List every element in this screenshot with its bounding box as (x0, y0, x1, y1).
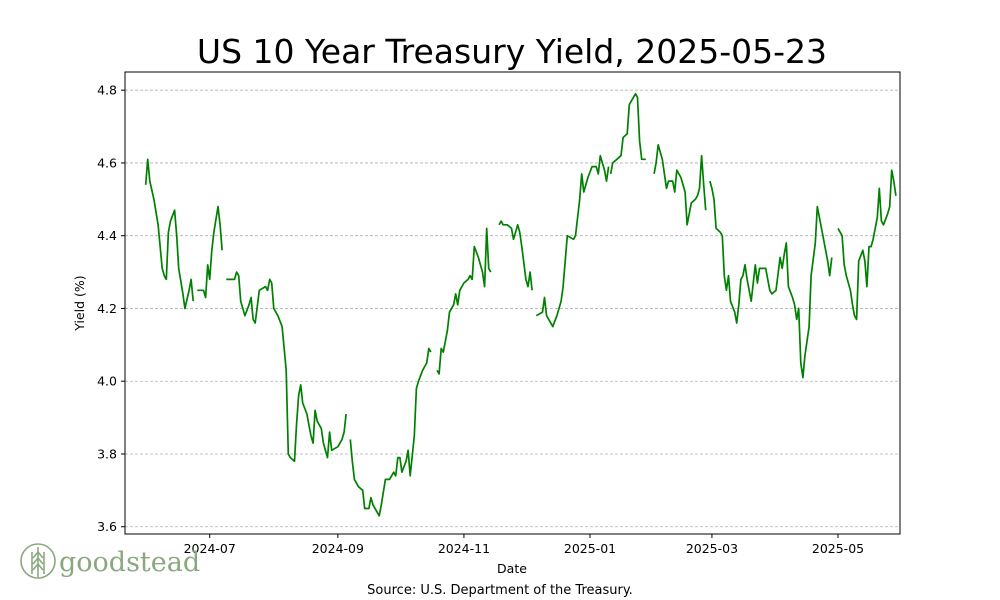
tree-icon (20, 543, 56, 579)
x-tick-label: 2024-09 (312, 541, 364, 556)
x-axis-label: Date (497, 561, 527, 576)
y-axis-label: Yield (%) (72, 275, 87, 331)
x-tick-label: 2024-11 (438, 541, 490, 556)
plot-frame (124, 71, 901, 535)
y-axis: 3.6 3.8 4.0 4.2 4.4 4.6 4.8 (97, 83, 125, 534)
series-line-segment (535, 154, 610, 328)
x-tick-label: 2024-07 (184, 541, 236, 556)
goodstead-logo: goodstead (20, 543, 200, 579)
series-line-segment (498, 220, 533, 291)
y-tick-label: 4.2 (97, 301, 117, 316)
chart-title: US 10 Year Treasury Yield, 2025-05-23 (197, 32, 827, 71)
series-line-segment (653, 143, 707, 226)
series-line-segment (226, 271, 347, 463)
series-line-segment (349, 347, 432, 517)
y-tick-label: 3.6 (97, 519, 117, 534)
series-line-segment (709, 180, 833, 379)
y-tick-label: 4.8 (97, 83, 117, 98)
x-tick-label: 2025-01 (564, 541, 616, 556)
gridlines (125, 89, 900, 528)
series-line-segment (197, 205, 223, 299)
series-line-segment (609, 92, 646, 175)
series-line-segment (144, 158, 195, 310)
y-tick-label: 4.4 (97, 228, 117, 243)
y-tick-label: 4.0 (97, 374, 117, 389)
y-tick-label: 4.6 (97, 155, 117, 170)
logo-wordmark: goodstead (59, 547, 200, 578)
series-layer (144, 92, 897, 517)
x-axis: 2024-07 2024-09 2024-11 2025-01 2025-03 2025-… (184, 534, 864, 556)
x-tick-label: 2025-05 (812, 541, 864, 556)
source-note: Source: U.S. Department of the Treasury. (367, 583, 633, 598)
series-line-segment (837, 169, 897, 321)
series-line-segment (436, 227, 492, 375)
x-tick-label: 2025-03 (686, 541, 738, 556)
y-tick-label: 3.8 (97, 446, 117, 461)
